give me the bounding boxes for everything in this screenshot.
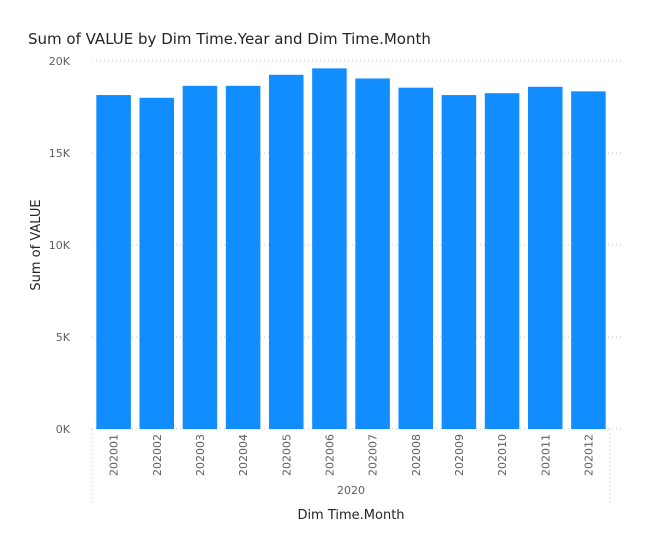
chart-title: Sum of VALUE by Dim Time.Year and Dim Ti… (28, 30, 431, 48)
x-tick-label: 202005 (280, 434, 293, 476)
bar-202007[interactable] (355, 78, 390, 429)
bar-202010[interactable] (484, 93, 520, 429)
x-tick-label: 202004 (237, 434, 250, 476)
x-tick-label: 202003 (194, 434, 207, 476)
y-tick-label: 10K (49, 239, 71, 252)
year-group-bracket (91, 429, 611, 502)
y-tick-label: 15K (49, 147, 71, 160)
x-tick-label: 202011 (539, 434, 552, 476)
bar-202004[interactable] (225, 85, 261, 429)
x-tick-label: 202006 (323, 434, 336, 476)
x-tick-label: 202008 (410, 434, 423, 476)
x-axis-ticks: 202001 202002 202003 202004 202005 202006 2020… (108, 434, 596, 476)
x-tick-label: 202009 (453, 434, 466, 476)
year-group-label: 2020 (337, 484, 365, 497)
y-axis-title: Sum of VALUE (29, 199, 44, 290)
bars (96, 68, 606, 430)
y-axis-ticks: 0K 5K 10K 15K 20K (49, 55, 71, 436)
y-tick-label: 20K (49, 55, 71, 68)
bar-202008[interactable] (398, 87, 434, 430)
y-tick-label: 5K (56, 331, 71, 344)
x-axis-title: Dim Time.Month (297, 508, 404, 523)
bar-202011[interactable] (527, 86, 563, 429)
x-tick-label: 202007 (367, 434, 380, 476)
bar-202012[interactable] (571, 91, 606, 430)
x-tick-label: 202012 (582, 434, 595, 476)
bar-202009[interactable] (441, 95, 477, 429)
x-tick-label: 202001 (108, 434, 121, 476)
bar-202001[interactable] (96, 95, 131, 429)
bar-202006[interactable] (312, 68, 347, 430)
x-tick-label: 202010 (496, 434, 509, 476)
x-tick-label: 202002 (151, 434, 164, 476)
bar-202005[interactable] (268, 74, 304, 430)
bar-202002[interactable] (139, 97, 175, 430)
bar-202003[interactable] (182, 85, 218, 429)
y-tick-label: 0K (56, 423, 71, 436)
